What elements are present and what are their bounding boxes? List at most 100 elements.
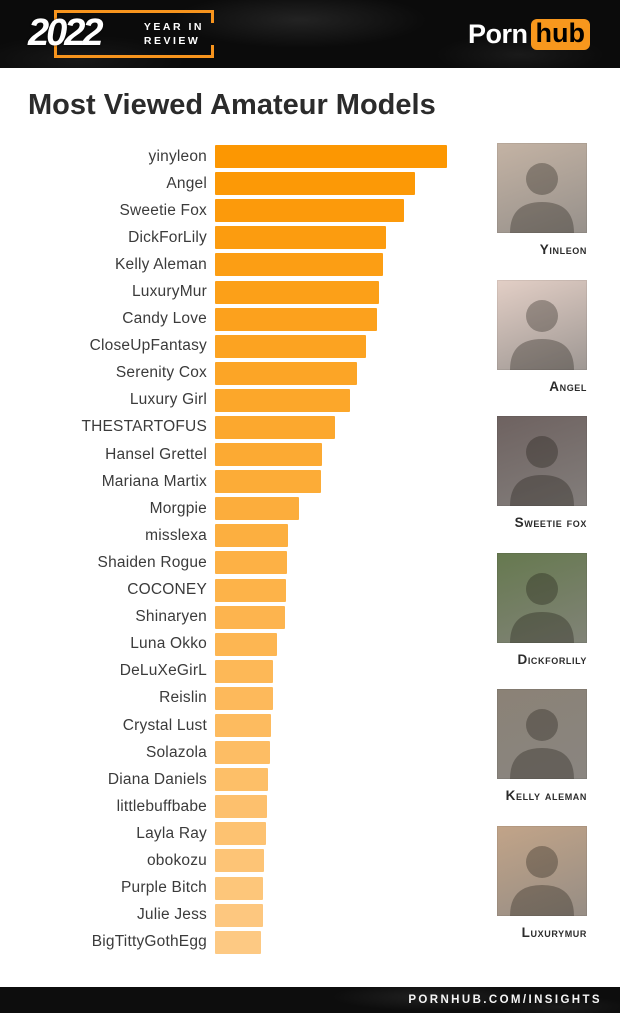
model-photo-caption: DickForLily <box>517 651 587 667</box>
model-photo-card: Kelly Aleman <box>497 689 587 803</box>
bar-label: DickForLily <box>128 228 207 246</box>
brand-part1: Porn <box>468 18 528 49</box>
bar <box>215 605 285 629</box>
bar <box>215 280 379 304</box>
bar-label: Candy Love <box>122 310 207 328</box>
bar-label: Sweetie Fox <box>119 201 207 219</box>
bar <box>215 714 271 738</box>
bar-label: misslexa <box>145 526 207 544</box>
person-silhouette-icon <box>510 572 574 643</box>
bar-track <box>207 226 455 250</box>
header-bar: 2022 YEAR IN REVIEW Porn hub <box>0 0 620 68</box>
bar-track <box>207 686 455 710</box>
model-photo <box>497 143 587 233</box>
bar-label: Luna Okko <box>130 635 207 653</box>
bar-track <box>207 659 455 683</box>
bar <box>215 903 263 927</box>
bar-track <box>207 741 455 765</box>
chart-title: Most Viewed Amateur Models <box>28 89 436 121</box>
brand-part2: hub <box>530 18 590 50</box>
bar-track <box>207 903 455 927</box>
bar <box>215 768 269 792</box>
footer-url: PORNHUB.COM/INSIGHTS <box>408 994 602 1006</box>
bar <box>215 659 273 683</box>
bar-label: Morgpie <box>149 499 207 517</box>
bar-label: Hansel Grettel <box>105 445 207 463</box>
model-photo-card: DickForLily <box>497 552 587 667</box>
bar-row: Diana Daniels <box>0 766 455 793</box>
content-row: yinyleon Angel Sweetie Fox DickForLily Kelly… <box>0 143 620 962</box>
bar-track <box>207 388 455 412</box>
bar-row: misslexa <box>0 522 455 549</box>
bar-label: Shinaryen <box>135 608 207 626</box>
bar <box>215 361 357 385</box>
bar-label: Crystal Lust <box>122 716 207 734</box>
bar-track <box>207 307 455 331</box>
bar-track <box>207 524 455 548</box>
bar-track <box>207 714 455 738</box>
bar-label: BigTittyGothEgg <box>91 933 207 951</box>
model-photo-caption: Sweetie Fox <box>514 515 587 530</box>
model-photo-caption: Angel <box>549 378 587 394</box>
bar-row: Luna Okko <box>0 631 455 658</box>
person-silhouette-icon <box>510 299 574 370</box>
bar <box>215 226 386 250</box>
bar-track <box>207 849 455 873</box>
bar-track <box>207 443 455 467</box>
bar-track <box>207 172 455 196</box>
bar-track <box>207 876 455 900</box>
bar <box>215 253 384 277</box>
tagline-line2: REVIEW <box>143 35 201 47</box>
bar-row: COCONEY <box>0 577 455 604</box>
bar-track <box>207 795 455 819</box>
footer-bar: PORNHUB.COM/INSIGHTS <box>0 987 620 1013</box>
person-silhouette-icon <box>510 436 574 506</box>
bar-row: Shinaryen <box>0 604 455 631</box>
bar-track <box>207 632 455 656</box>
bar-label: Kelly Aleman <box>114 255 207 273</box>
tagline-line1: YEAR IN <box>143 21 204 33</box>
model-photo <box>497 416 587 506</box>
bar-row: littlebuffbabe <box>0 793 455 820</box>
model-photo-card: LuxuryMur <box>497 825 587 940</box>
bar <box>215 930 262 954</box>
bar <box>215 172 415 196</box>
bar <box>215 443 322 467</box>
bar-row: Layla Ray <box>0 820 455 847</box>
bar-label: Diana Daniels <box>107 770 207 788</box>
bar-track <box>207 930 455 954</box>
bar-track <box>207 822 455 846</box>
bar-row: Crystal Lust <box>0 712 455 739</box>
year-in-review-logo: 2022 YEAR IN REVIEW <box>28 10 214 58</box>
bar-row: Shaiden Rogue <box>0 549 455 576</box>
bar-track <box>207 415 455 439</box>
pornhub-logo: Porn hub <box>468 18 590 50</box>
bar-row: Reislin <box>0 685 455 712</box>
tagline: YEAR IN REVIEW <box>144 21 204 47</box>
photo-rail: Yinleon Angel Sweetie Fox DickForLily Kelly … <box>497 143 587 962</box>
person-silhouette-icon <box>510 845 574 916</box>
person-silhouette-icon <box>510 709 574 779</box>
year-text: 2022 <box>28 12 104 55</box>
bar-label: Julie Jess <box>136 906 207 924</box>
bar-label: Serenity Cox <box>115 364 207 382</box>
bar-track <box>207 145 455 169</box>
bar-track <box>207 280 455 304</box>
bar-label: Angel <box>166 174 207 192</box>
bar-row: DeLuXeGirL <box>0 658 455 685</box>
bar-row: BigTittyGothEgg <box>0 929 455 956</box>
bar-label: COCONEY <box>127 581 207 599</box>
bar-row: Purple Bitch <box>0 875 455 902</box>
bar-label: Mariana Martix <box>101 472 207 490</box>
bar <box>215 632 277 656</box>
bar <box>215 497 299 521</box>
logo-frame-bottom <box>54 45 214 58</box>
model-photo <box>497 279 587 370</box>
bar-row: Kelly Aleman <box>0 251 455 278</box>
main-area: Most Viewed Amateur Models yinyleon Angel… <box>0 68 620 987</box>
bar <box>215 741 270 765</box>
bar-row: Hansel Grettel <box>0 441 455 468</box>
bar <box>215 876 263 900</box>
bar-track <box>207 578 455 602</box>
bar <box>215 578 286 602</box>
